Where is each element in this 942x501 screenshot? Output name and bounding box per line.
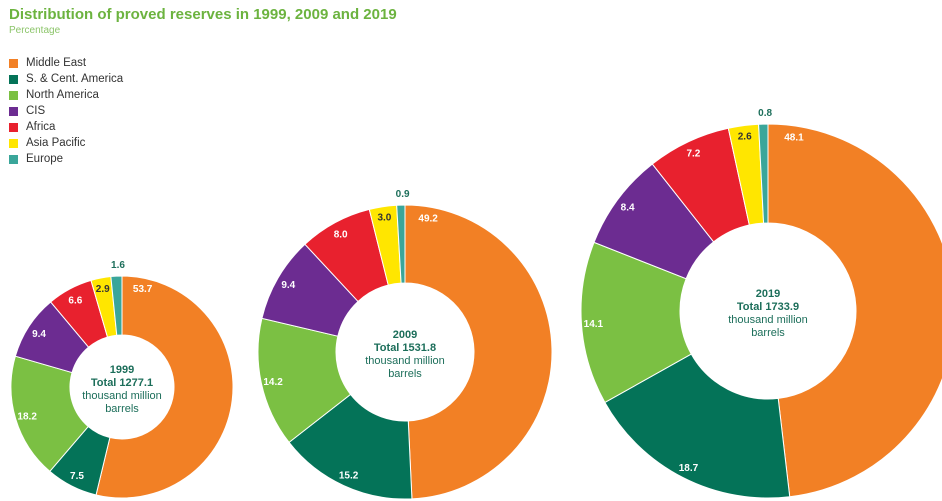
chart-subtitle: Percentage [9,25,61,36]
value-label: 15.2 [339,471,359,482]
value-label: 7.2 [686,149,700,160]
legend-label: S. & Cent. America [26,73,124,85]
value-label: 2.6 [738,132,752,143]
legend-swatch [9,138,18,148]
center-unit: thousand million [728,314,808,326]
value-label: 3.0 [377,213,391,224]
slice-1999-europe [110,275,123,336]
value-label: 1.6 [111,260,125,271]
center-year: 2009 [393,329,417,341]
legend-item-north-america: North America [9,87,123,103]
value-label: 49.2 [418,213,438,224]
legend-label: Asia Pacific [26,137,86,149]
slice-2019-europe [758,123,769,224]
value-label: 2.9 [96,284,110,295]
value-label: 0.8 [758,108,772,119]
value-label: 53.7 [133,284,153,295]
center-unit: barrels [388,368,422,380]
legend-label: North America [26,89,99,101]
value-label: 8.0 [334,229,348,240]
center-year: 1999 [110,364,134,376]
value-label: 48.1 [784,132,804,143]
value-label: 9.4 [281,280,295,291]
legend-item-asia-pacific: Asia Pacific [9,135,123,151]
legend-item-cis: CIS [9,103,123,119]
legend-swatch [9,154,18,164]
slice-1999-north-america [10,355,89,473]
center-total: Total 1277.1 [91,377,153,389]
value-label: 18.7 [679,463,699,474]
legend-label: Africa [26,121,56,133]
slice-2009-europe [396,204,406,284]
legend-label: CIS [26,105,46,117]
center-unit: barrels [751,327,785,339]
legend-label: Europe [26,153,64,165]
center-unit: barrels [105,403,139,415]
center-unit: thousand million [365,355,445,367]
legend-label: Middle East [26,57,87,69]
legend-swatch [9,106,18,116]
value-label: 7.5 [70,471,84,482]
value-label: 0.9 [396,189,410,200]
center-year: 2019 [756,288,780,300]
center-total: Total 1531.8 [374,342,436,354]
value-label: 9.4 [32,329,46,340]
legend: Middle East S. & Cent. America North Ame… [9,55,123,167]
legend-swatch [9,58,18,68]
value-label: 14.1 [584,319,604,330]
slice-2019-s-cent-america [604,353,791,499]
chart-title: Distribution of proved reserves in 1999,… [9,6,397,23]
slice-2009-middle-east [404,204,553,500]
center-total: Total 1733.9 [737,301,799,313]
slice-1999-middle-east [95,275,234,499]
slice-2019-middle-east [767,123,942,498]
legend-item-africa: Africa [9,119,123,135]
value-label: 14.2 [263,377,283,388]
legend-item-middle-east: Middle East [9,55,123,71]
value-label: 8.4 [621,202,635,213]
value-label: 6.6 [68,296,82,307]
legend-swatch [9,74,18,84]
legend-swatch [9,90,18,100]
value-label: 18.2 [17,411,37,422]
legend-swatch [9,122,18,132]
legend-item-europe: Europe [9,151,123,167]
slice-2019-north-america [580,241,692,404]
center-unit: thousand million [82,390,162,402]
legend-item-s-cent-america: S. & Cent. America [9,71,123,87]
